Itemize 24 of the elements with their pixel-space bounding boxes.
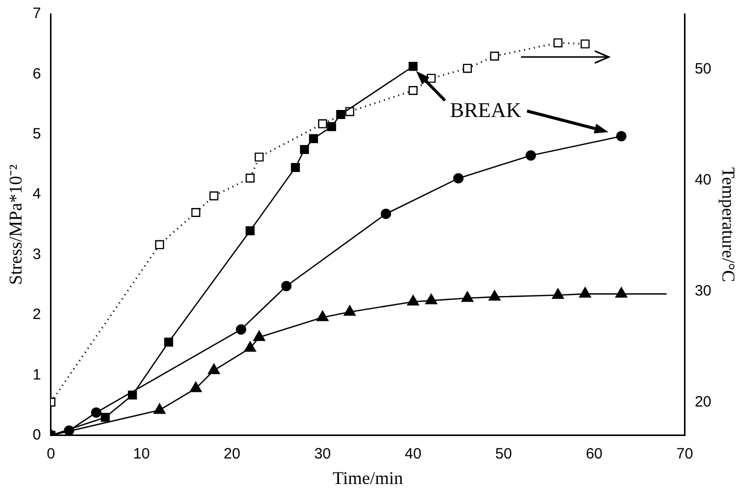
y-tick-label: 7 bbox=[32, 5, 41, 22]
y2-tick-label: 50 bbox=[694, 60, 712, 78]
y-tick-label: 5 bbox=[32, 126, 41, 143]
x-tick-label: 60 bbox=[586, 446, 603, 463]
y2-tick-label: 20 bbox=[694, 393, 712, 410]
y2-tick-label: 30 bbox=[694, 282, 712, 300]
annotation: BREAK bbox=[450, 98, 522, 122]
y-tick-label: 1 bbox=[32, 366, 41, 384]
y-tick-label: 6 bbox=[32, 65, 41, 82]
y-tick-label: 0 bbox=[32, 426, 41, 444]
y-tick-label: 4 bbox=[32, 186, 41, 203]
x-axis-title: Time/min bbox=[332, 468, 404, 488]
x-tick-label: 30 bbox=[314, 446, 331, 463]
y-tick-label: 2 bbox=[32, 306, 41, 324]
x-tick-label: 0 bbox=[46, 446, 56, 463]
x-tick-label: 50 bbox=[495, 446, 512, 463]
x-tick-label: 20 bbox=[224, 446, 240, 463]
x-tick-label: 70 bbox=[676, 446, 694, 463]
y-axis-title: Stress/MPa*10⁻² bbox=[6, 164, 26, 285]
x-tick-label: 40 bbox=[404, 446, 422, 463]
x-tick-label: 10 bbox=[133, 446, 150, 463]
y2-tick-label: 40 bbox=[694, 171, 712, 188]
y-tick-label: 3 bbox=[32, 246, 41, 263]
y2-axis-title: Temperature/°C bbox=[718, 167, 738, 282]
